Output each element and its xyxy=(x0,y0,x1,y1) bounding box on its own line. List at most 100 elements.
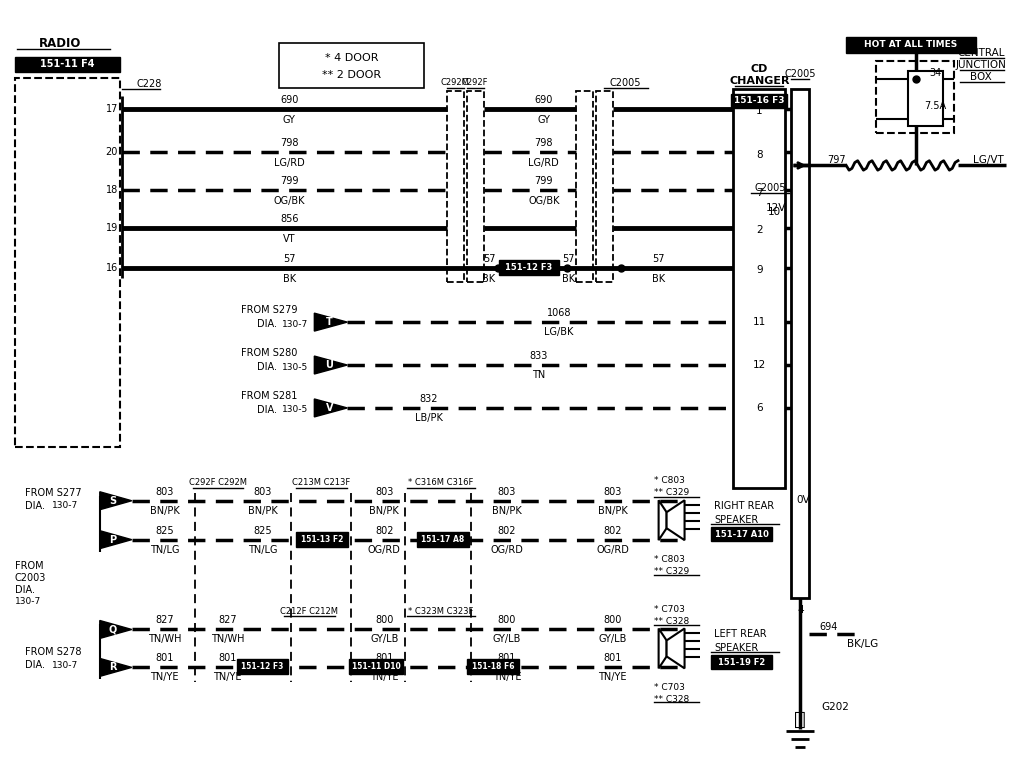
Text: 801: 801 xyxy=(604,653,622,663)
Text: 801: 801 xyxy=(156,653,174,663)
Text: 17: 17 xyxy=(106,104,118,114)
Text: 803: 803 xyxy=(254,487,272,497)
Text: LG/RD: LG/RD xyxy=(274,158,305,169)
Text: * C316M C316F: * C316M C316F xyxy=(408,478,474,488)
Text: LB/PK: LB/PK xyxy=(415,413,443,423)
Text: C292M: C292M xyxy=(440,78,470,87)
Text: 20: 20 xyxy=(106,148,118,157)
Bar xyxy=(417,531,469,547)
Text: JUNCTION: JUNCTION xyxy=(955,60,1006,70)
Text: 1068: 1068 xyxy=(546,308,571,318)
Text: BN/PK: BN/PK xyxy=(370,506,399,516)
Text: BN/PK: BN/PK xyxy=(149,506,180,516)
Text: GY/LB: GY/LB xyxy=(370,634,398,644)
Text: 2: 2 xyxy=(756,226,763,235)
Text: TN/YE: TN/YE xyxy=(370,672,398,682)
Bar xyxy=(791,89,809,597)
Text: CD: CD xyxy=(750,64,768,73)
Text: DIA.: DIA. xyxy=(258,362,278,372)
Text: DIA.: DIA. xyxy=(258,405,278,415)
Text: 825: 825 xyxy=(156,525,174,536)
Text: 694: 694 xyxy=(819,622,837,633)
Text: 800: 800 xyxy=(604,615,622,625)
Text: LEFT REAR: LEFT REAR xyxy=(714,630,768,640)
Text: VT: VT xyxy=(283,235,296,245)
Text: 832: 832 xyxy=(420,394,438,404)
Text: S: S xyxy=(109,496,116,506)
Text: FROM: FROM xyxy=(15,561,43,571)
Text: 130-7: 130-7 xyxy=(283,319,309,329)
Text: 801: 801 xyxy=(498,653,516,663)
Text: 11: 11 xyxy=(752,317,766,327)
Bar xyxy=(876,61,954,132)
Text: FROM S280: FROM S280 xyxy=(241,348,298,358)
Text: G202: G202 xyxy=(821,702,849,712)
Bar xyxy=(908,70,943,126)
Text: BOX: BOX xyxy=(970,72,992,82)
Text: 800: 800 xyxy=(498,615,516,625)
Polygon shape xyxy=(100,492,131,509)
Text: 833: 833 xyxy=(529,351,548,361)
Text: TN/YE: TN/YE xyxy=(150,672,179,682)
Text: C2005: C2005 xyxy=(610,78,641,88)
Text: 825: 825 xyxy=(254,525,272,536)
Bar xyxy=(731,94,788,107)
Text: 800: 800 xyxy=(375,615,393,625)
Text: 0V: 0V xyxy=(797,495,810,505)
Text: C2003: C2003 xyxy=(15,572,46,583)
Polygon shape xyxy=(659,500,667,540)
Polygon shape xyxy=(314,313,347,331)
Text: TN/YE: TN/YE xyxy=(599,672,627,682)
Text: OG/BK: OG/BK xyxy=(528,196,560,207)
Text: 151-11 D10: 151-11 D10 xyxy=(351,662,401,671)
Text: 4: 4 xyxy=(797,605,804,615)
Text: SPEAKER: SPEAKER xyxy=(714,643,759,653)
Text: DIA.: DIA. xyxy=(25,660,45,671)
Text: TN/YE: TN/YE xyxy=(493,672,521,682)
Text: 7: 7 xyxy=(756,188,763,198)
Text: 6: 6 xyxy=(756,403,763,413)
Text: TN/WH: TN/WH xyxy=(211,634,244,644)
Bar xyxy=(710,527,773,541)
Text: ** C329: ** C329 xyxy=(653,488,689,497)
Bar xyxy=(15,78,120,447)
Bar xyxy=(596,91,613,282)
Text: TN: TN xyxy=(532,370,545,380)
Text: C2005: C2005 xyxy=(785,69,816,79)
Text: 12: 12 xyxy=(752,360,766,370)
Text: 130-7: 130-7 xyxy=(52,501,78,510)
Text: ⏚: ⏚ xyxy=(795,710,806,729)
Text: TN/WH: TN/WH xyxy=(147,634,182,644)
Text: RIGHT REAR: RIGHT REAR xyxy=(714,501,775,511)
Text: 690: 690 xyxy=(534,95,553,104)
Text: FROM S279: FROM S279 xyxy=(241,305,298,315)
Text: DIA.: DIA. xyxy=(258,319,278,329)
Text: ** C328: ** C328 xyxy=(653,617,689,626)
Bar xyxy=(499,260,559,276)
Text: V: V xyxy=(325,403,333,413)
Text: ** C329: ** C329 xyxy=(653,567,689,576)
Text: 130-5: 130-5 xyxy=(283,363,309,372)
Text: 797: 797 xyxy=(827,155,846,166)
Text: 801: 801 xyxy=(375,653,393,663)
Polygon shape xyxy=(314,356,347,374)
Text: P: P xyxy=(109,534,116,544)
Text: TN/LG: TN/LG xyxy=(149,544,180,555)
Text: 802: 802 xyxy=(375,525,394,536)
Text: GY/LB: GY/LB xyxy=(599,634,627,644)
Text: FROM S277: FROM S277 xyxy=(25,488,82,498)
Bar xyxy=(576,91,593,282)
Bar xyxy=(467,659,519,674)
Text: * C803: * C803 xyxy=(653,555,685,564)
Text: 803: 803 xyxy=(604,487,622,497)
Text: 12V: 12V xyxy=(766,204,787,213)
Text: ** 2 DOOR: ** 2 DOOR xyxy=(322,70,381,79)
Text: 34: 34 xyxy=(929,67,941,78)
Text: BN/PK: BN/PK xyxy=(247,506,278,516)
Text: 151-17 A10: 151-17 A10 xyxy=(714,530,769,539)
Text: Q: Q xyxy=(109,625,117,634)
Text: 690: 690 xyxy=(280,95,299,104)
Bar xyxy=(447,91,464,282)
Text: HOT AT ALL TIMES: HOT AT ALL TIMES xyxy=(865,40,957,49)
Polygon shape xyxy=(667,628,685,668)
